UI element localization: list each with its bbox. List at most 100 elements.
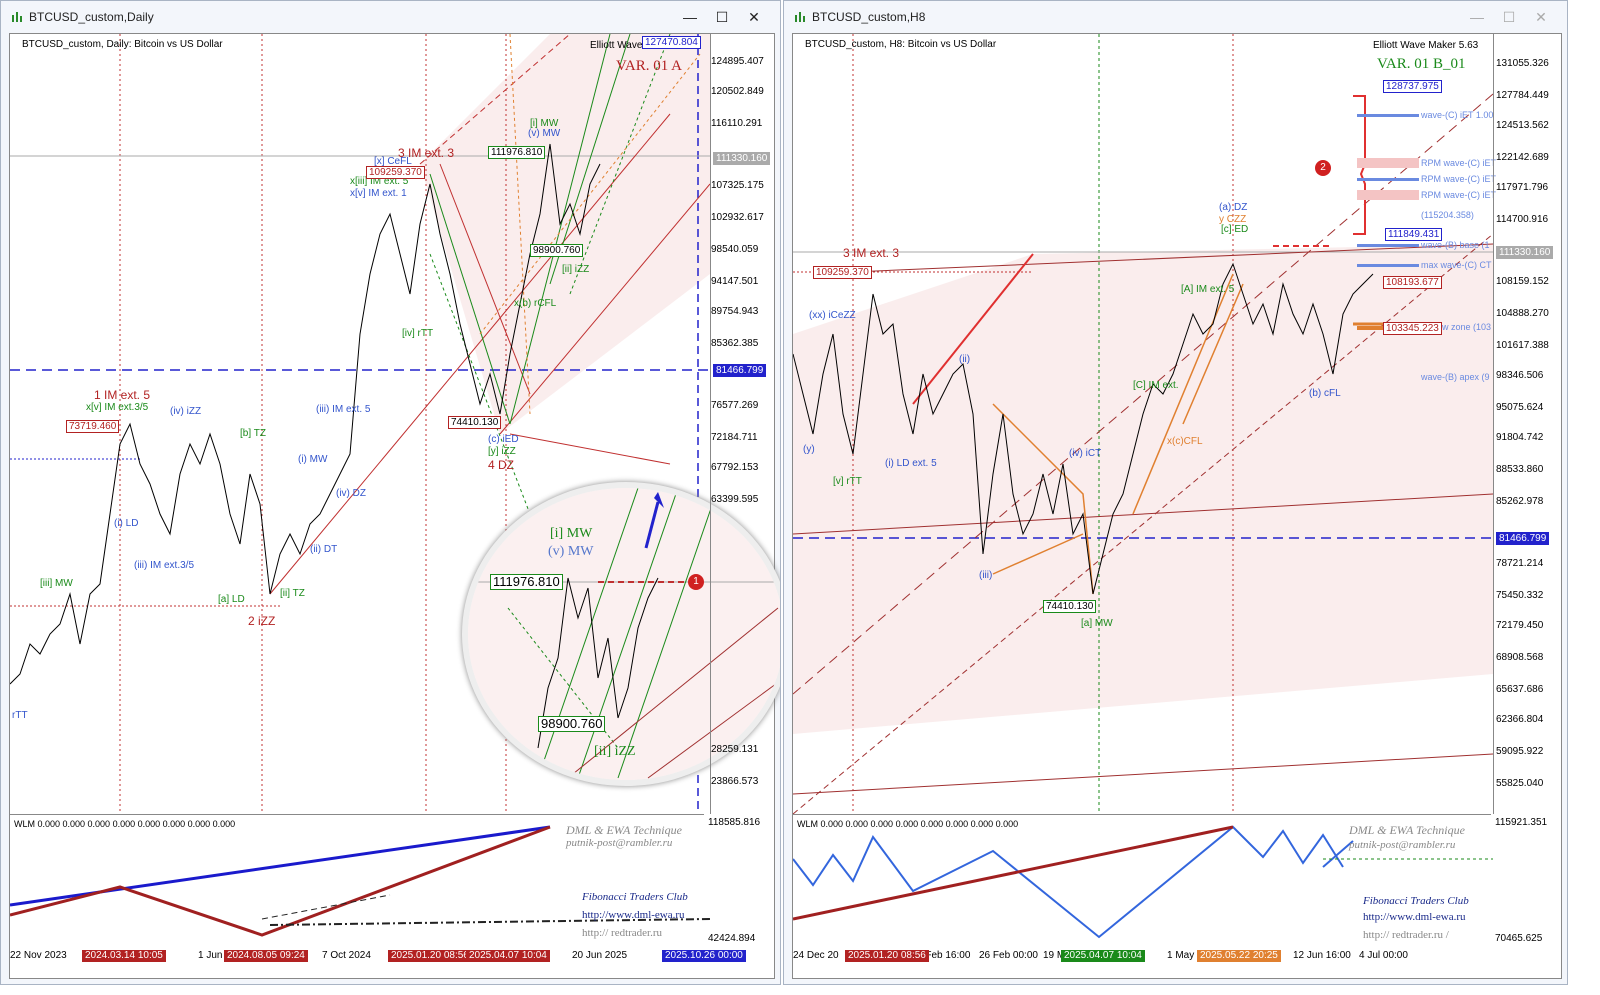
date-label: 7 Oct 2024	[322, 950, 371, 961]
date-label: 1 Jun	[198, 950, 223, 961]
date-label: 1 May	[1167, 950, 1195, 961]
current-price-tag: 111330.160	[1496, 246, 1554, 259]
price-label: 59095.922	[1496, 746, 1544, 757]
wave-3-im: 3 IM ext. 3	[843, 246, 900, 260]
price-label: 94147.501	[711, 276, 759, 287]
daily-chart-area[interactable]: [i] MW (v) MW 111976.810 98900.760 [ii] …	[9, 33, 780, 979]
wlm-indicator-lines	[793, 825, 1493, 939]
zoom-price-box-top: 111976.810	[490, 574, 563, 590]
date-label: 24 Dec 20	[793, 950, 839, 961]
level-label: wave-(B) base (1	[1421, 240, 1490, 250]
price-label: 75450.332	[1496, 590, 1544, 601]
zoom-wave-v-mw: (v) MW	[548, 544, 594, 559]
wave-y: (y)	[803, 444, 815, 455]
time-axis[interactable]: 22 Nov 2023 1 Jun 7 Oct 2024 20 Jun 2025…	[10, 946, 776, 978]
chart-window-icon	[12, 12, 22, 22]
price-label: 124895.407	[711, 56, 764, 67]
marker-2-icon: 2	[1315, 160, 1331, 176]
price-label: 68908.568	[1496, 652, 1544, 663]
wave-b-tz: [b] TZ	[240, 428, 266, 439]
minimize-button[interactable]: —	[683, 9, 697, 25]
date-highlight: 2025.04.07 10:04	[466, 950, 550, 962]
wave-x-ccfl: x(c)CFL	[1167, 436, 1203, 447]
wave-1-im: 1 IM ext. 5	[94, 388, 151, 402]
time-axis[interactable]: 24 Dec 20 4 Feb 16:00 26 Feb 00:00 19 M …	[793, 946, 1563, 978]
url1-link[interactable]: http://www.dml-ewa.ru	[1363, 911, 1466, 923]
ind-price-bottom: 70465.625	[1495, 933, 1543, 944]
zoom-wave-i-mw: [i] MW	[550, 526, 593, 541]
wave-v-rtt: [v] rTT	[833, 476, 862, 487]
price-label: 114700.916	[1496, 214, 1549, 225]
price-label: 98346.506	[1496, 370, 1544, 381]
window-titlebar[interactable]: BTCUSD_custom,H8 — ☐ ✕	[784, 1, 1567, 33]
wave-i-mw-top: [i] MW	[530, 118, 559, 129]
wave-y-izz: [y] iZZ	[488, 446, 516, 457]
wlm-values: WLM 0.000 0.000 0.000 0.000 0.000 0.000 …	[14, 819, 236, 829]
wave-3-im: 3 IM ext. 3	[398, 146, 455, 160]
price-box-98900: 98900.760	[530, 244, 584, 257]
wave-iv-ict: (iv) iCT	[1069, 448, 1102, 459]
maximize-button[interactable]: ☐	[715, 9, 729, 25]
date-highlight: 2025.01.20 08:56	[388, 950, 472, 962]
level-label: max wave-(C) CT	[1421, 260, 1492, 270]
price-axis[interactable]: 131055.326 127784.449 124513.562 122142.…	[1493, 34, 1562, 814]
price-box-111849: 111849.431	[1385, 228, 1443, 241]
price-label: 65637.686	[1496, 684, 1544, 695]
level-label: RPM wave-(C) iET	[1421, 190, 1497, 200]
price-label: 28259.131	[711, 744, 759, 755]
url2-link[interactable]: http:// redtrader.ru	[582, 927, 663, 939]
url1-link[interactable]: http://www.dml-ewa.ru	[582, 909, 685, 921]
price-label: 117971.796	[1496, 182, 1549, 193]
h8-chart-window[interactable]: BTCUSD_custom,H8 — ☐ ✕	[783, 0, 1568, 985]
date-label: 12 Jun 16:00	[1293, 950, 1351, 961]
window-titlebar[interactable]: BTCUSD_custom,Daily — ☐ ✕	[1, 1, 780, 33]
maximize-button[interactable]: ☐	[1502, 9, 1516, 25]
wlm-indicator-panel[interactable]: WLM 0.000 0.000 0.000 0.000 0.000 0.000 …	[793, 814, 1547, 945]
wave-v-mw-top: (v) MW	[528, 128, 561, 139]
price-label: 72184.711	[711, 432, 758, 443]
zoom-wave-ii-izz: [ii] iZZ	[594, 744, 636, 759]
price-box-108193: 108193.677	[1383, 276, 1442, 289]
price-label: 107325.175	[711, 180, 764, 191]
h8-chart-area[interactable]: wave-(C) iET 1.00 RPM wave-(C) iET RPM w…	[792, 33, 1562, 979]
wlm-indicator-panel[interactable]: WLM 0.000 0.000 0.000 0.000 0.000 0.000 …	[10, 814, 760, 945]
wave-i-mw: (i) MW	[298, 454, 328, 465]
price-box-74410: 74410.130	[448, 416, 502, 429]
close-button[interactable]: ✕	[748, 9, 760, 25]
window-title: BTCUSD_custom,Daily	[29, 10, 154, 24]
chart-info: BTCUSD_custom, Daily: Bitcoin vs US Doll…	[22, 39, 223, 50]
price-label: 78721.214	[1496, 558, 1544, 569]
wave-iii-mw: [iii] MW	[40, 578, 73, 589]
zoom-chart	[468, 488, 780, 780]
variant-label: VAR. 01 A	[616, 58, 682, 74]
close-button[interactable]: ✕	[1535, 9, 1547, 25]
price-label: 67792.153	[711, 462, 759, 473]
fib-label: Fibonacci Traders Club	[582, 891, 688, 903]
price-label: 120502.849	[711, 86, 764, 97]
price-box-109259: 109259.370	[813, 266, 872, 279]
top-price-tag: 127470.804	[642, 36, 701, 49]
dml-label: DML & EWA Technique	[566, 823, 682, 837]
wave-rtt: rTT	[12, 710, 28, 721]
date-highlight: 2025.04.07 10:04	[1061, 950, 1145, 962]
price-label: 116110.291	[711, 118, 763, 129]
wave-x-cefl: [x] CeFL	[374, 156, 412, 167]
price-label: 131055.326	[1496, 58, 1549, 69]
price-axis[interactable]: 124895.407 120502.849 116110.291 107325.…	[710, 34, 777, 814]
window-title: BTCUSD_custom,H8	[812, 10, 926, 24]
price-box-103345: 103345.223	[1383, 322, 1442, 335]
minimize-button[interactable]: —	[1470, 9, 1484, 25]
daily-chart-window[interactable]: BTCUSD_custom,Daily — ☐ ✕	[0, 0, 781, 985]
hline-price-tag: 81466.799	[713, 364, 767, 377]
wave-iii-im: (iii) IM ext.3/5	[134, 560, 195, 571]
ewm-label: Elliott Wave Maker 5.63	[1373, 40, 1479, 51]
wave-ii-dt: (ii) DT	[310, 544, 338, 555]
wave-iii-im5: (iii) IM ext. 5	[316, 404, 371, 415]
level-label: RPM wave-(C) iET	[1421, 174, 1497, 184]
url2-link[interactable]: http:// redtrader.ru /	[1363, 929, 1449, 941]
ewm-label: Elliott Wave Ma	[590, 40, 660, 51]
wlm-values: WLM 0.000 0.000 0.000 0.000 0.000 0.000 …	[797, 819, 1019, 829]
date-label: 26 Feb 00:00	[979, 950, 1038, 961]
dml-label: DML & EWA Technique	[1349, 823, 1465, 837]
date-label: 4 Feb 16:00	[917, 950, 971, 961]
